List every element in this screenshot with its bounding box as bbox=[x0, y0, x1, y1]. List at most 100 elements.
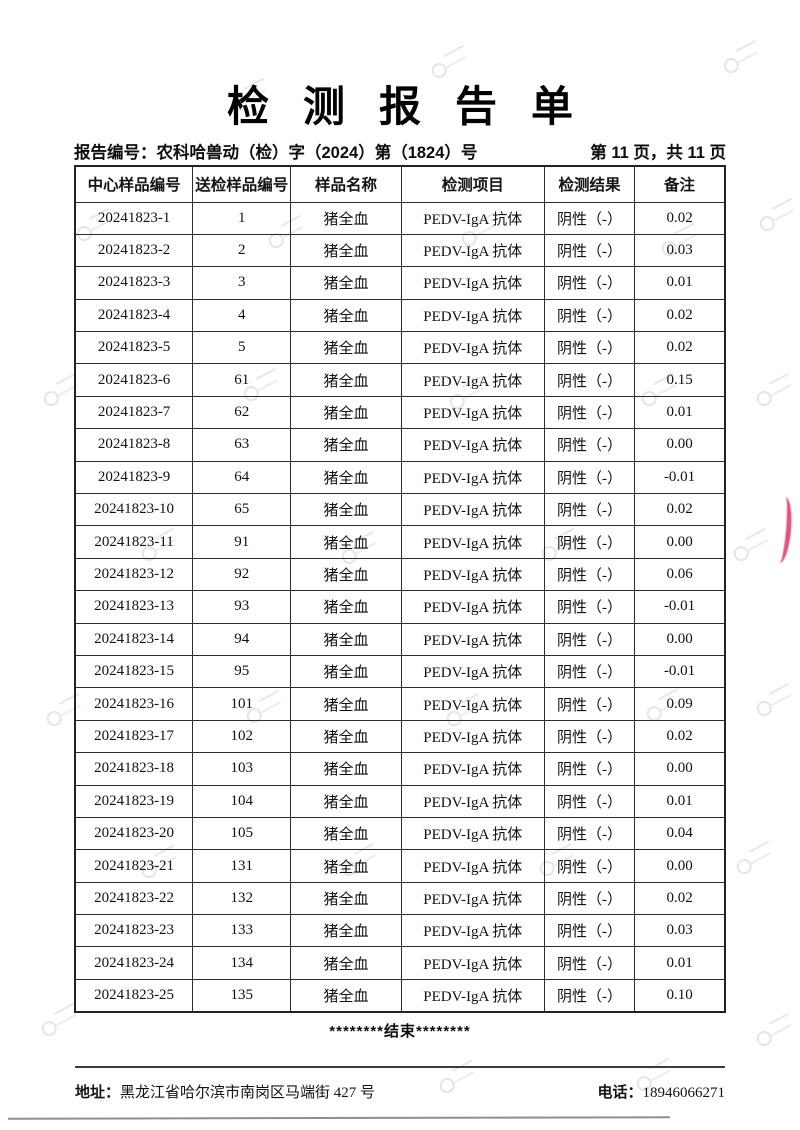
table-cell: 0.00 bbox=[634, 622, 726, 656]
table-cell: 4 bbox=[192, 298, 292, 333]
table-cell: 20241823-25 bbox=[74, 978, 194, 1013]
report-meta: 报告编号：农科哈兽动（检）字（2024）第（1824）号 第 11 页，共 11… bbox=[74, 139, 726, 163]
table-cell: 猪全血 bbox=[290, 654, 402, 689]
table-cell: PEDV-IgA 抗体 bbox=[400, 881, 545, 916]
table-cell: 20241823-7 bbox=[74, 395, 194, 430]
table-cell: 104 bbox=[192, 784, 292, 818]
table-cell: 猪全血 bbox=[290, 331, 402, 365]
table-row: 20241823-20 105 猪全血 PEDV-IgA 抗体 阴性（-） 0.04 bbox=[74, 816, 726, 851]
table-cell: 94 bbox=[192, 622, 292, 656]
table-cell: 20241823-2 bbox=[74, 233, 194, 268]
table-cell: 猪全血 bbox=[290, 849, 402, 883]
table-cell: PEDV-IgA 抗体 bbox=[400, 978, 545, 1013]
table-cell: 猪全血 bbox=[290, 719, 402, 754]
table-cell: 阴性（-） bbox=[543, 525, 636, 559]
table-cell: 5 bbox=[192, 331, 292, 365]
table-cell: 91 bbox=[192, 525, 292, 559]
table-cell: 20241823-21 bbox=[74, 849, 194, 883]
table-cell: PEDV-IgA 抗体 bbox=[400, 687, 545, 721]
table-row: 20241823-19 104 猪全血 PEDV-IgA 抗体 阴性（-） 0.01 bbox=[74, 784, 726, 818]
table-cell: 阴性（-） bbox=[543, 298, 636, 333]
table-cell: 20241823-11 bbox=[74, 525, 194, 559]
table-cell: 20241823-3 bbox=[74, 266, 194, 300]
table-cell: 猪全血 bbox=[290, 298, 402, 333]
table-cell: 20241823-19 bbox=[74, 784, 194, 818]
table-row: 20241823-17 102 猪全血 PEDV-IgA 抗体 阴性（-） 0.02 bbox=[74, 719, 726, 754]
column-header-center-sample-id: 中心样品编号 bbox=[74, 165, 194, 203]
table-cell: 0.15 bbox=[634, 363, 726, 397]
table-cell: 20241823-4 bbox=[74, 298, 194, 333]
table-cell: 猪全血 bbox=[290, 460, 402, 495]
phone-value: 18946066271 bbox=[642, 1084, 726, 1101]
table-row: 20241823-22 132 猪全血 PEDV-IgA 抗体 阴性（-） 0.02 bbox=[74, 881, 726, 916]
table-cell: 20241823-20 bbox=[74, 816, 194, 851]
table-cell: 阴性（-） bbox=[543, 978, 636, 1013]
table-cell: 92 bbox=[192, 557, 292, 592]
table-cell: 20241823-8 bbox=[74, 428, 194, 462]
table-cell: 猪全血 bbox=[290, 395, 402, 430]
table-cell: PEDV-IgA 抗体 bbox=[400, 719, 545, 754]
column-header-test-result: 检测结果 bbox=[543, 165, 636, 203]
table-cell: 猪全血 bbox=[290, 363, 402, 397]
table-cell: 95 bbox=[192, 654, 292, 689]
table-cell: 阴性（-） bbox=[543, 849, 636, 883]
footer-contact: 地址：黑龙江省哈尔滨市南岗区马端街 427 号 电话：18946066271 bbox=[75, 1081, 725, 1102]
table-cell: 101 bbox=[192, 687, 292, 721]
table-row: 20241823-10 65 猪全血 PEDV-IgA 抗体 阴性（-） 0.02 bbox=[74, 493, 726, 527]
table-cell: PEDV-IgA 抗体 bbox=[400, 590, 545, 624]
table-cell: PEDV-IgA 抗体 bbox=[400, 622, 545, 656]
table-cell: PEDV-IgA 抗体 bbox=[400, 946, 545, 980]
table-cell: 2 bbox=[192, 233, 292, 268]
table-cell: -0.01 bbox=[634, 654, 726, 689]
table-cell: 135 bbox=[192, 978, 292, 1013]
table-header: 中心样品编号 送检样品编号 样品名称 检测项目 检测结果 备注 bbox=[74, 165, 726, 203]
table-cell: PEDV-IgA 抗体 bbox=[400, 525, 545, 559]
table-cell: PEDV-IgA 抗体 bbox=[400, 557, 545, 592]
table-cell: 20241823-16 bbox=[74, 687, 194, 721]
table-cell: 0.02 bbox=[634, 331, 726, 365]
column-header-remarks: 备注 bbox=[634, 165, 726, 203]
table-cell: PEDV-IgA 抗体 bbox=[400, 266, 545, 300]
table-cell: PEDV-IgA 抗体 bbox=[400, 331, 545, 365]
column-header-submitted-sample-id: 送检样品编号 bbox=[192, 165, 292, 203]
table-cell: 20241823-15 bbox=[74, 654, 194, 689]
table-cell: 阴性（-） bbox=[543, 622, 636, 656]
table-cell: 阴性（-） bbox=[543, 687, 636, 721]
table-cell: 阴性（-） bbox=[543, 331, 636, 365]
address-label: 地址： bbox=[75, 1083, 121, 1101]
table-cell: 0.02 bbox=[634, 881, 726, 916]
table-cell: 20241823-18 bbox=[74, 752, 194, 786]
watermark-stamp bbox=[425, 40, 475, 84]
table-cell: 猪全血 bbox=[290, 201, 402, 235]
table-cell: 猪全血 bbox=[290, 784, 402, 818]
table-cell: 0.00 bbox=[634, 752, 726, 786]
table-cell: PEDV-IgA 抗体 bbox=[400, 914, 545, 948]
table-cell: 103 bbox=[192, 752, 292, 786]
table-row: 20241823-16 101 猪全血 PEDV-IgA 抗体 阴性（-） 0.09 bbox=[74, 687, 726, 721]
table-cell: 猪全血 bbox=[290, 493, 402, 527]
table-cell: 0.01 bbox=[634, 946, 726, 980]
table-cell: 0.06 bbox=[634, 557, 726, 592]
table-cell: 猪全血 bbox=[290, 881, 402, 916]
table-cell: PEDV-IgA 抗体 bbox=[400, 395, 545, 430]
table-cell: 63 bbox=[192, 428, 292, 462]
table-row: 20241823-18 103 猪全血 PEDV-IgA 抗体 阴性（-） 0.00 bbox=[74, 752, 726, 786]
table-cell: PEDV-IgA 抗体 bbox=[400, 363, 545, 397]
table-cell: 猪全血 bbox=[290, 622, 402, 656]
table-row: 20241823-7 62 猪全血 PEDV-IgA 抗体 阴性（-） 0.01 bbox=[74, 395, 726, 430]
table-cell: 0.10 bbox=[634, 978, 726, 1013]
table-cell: 20241823-6 bbox=[74, 363, 194, 397]
table-cell: 猪全血 bbox=[290, 266, 402, 300]
table-cell: 猪全血 bbox=[290, 816, 402, 851]
table-cell: PEDV-IgA 抗体 bbox=[400, 298, 545, 333]
table-cell: 20241823-23 bbox=[74, 914, 194, 948]
table-cell: 猪全血 bbox=[290, 752, 402, 786]
table-cell: 20241823-1 bbox=[74, 201, 194, 235]
column-header-sample-name: 样品名称 bbox=[290, 165, 402, 203]
table-row: 20241823-5 5 猪全血 PEDV-IgA 抗体 阴性（-） 0.02 bbox=[74, 331, 726, 365]
table-cell: 0.00 bbox=[634, 849, 726, 883]
page-indicator: 第 11 页，共 11 页 bbox=[590, 144, 726, 162]
phone-line: 电话：18946066271 bbox=[597, 1081, 725, 1102]
table-cell: PEDV-IgA 抗体 bbox=[400, 816, 545, 851]
table-cell: 64 bbox=[192, 460, 292, 495]
